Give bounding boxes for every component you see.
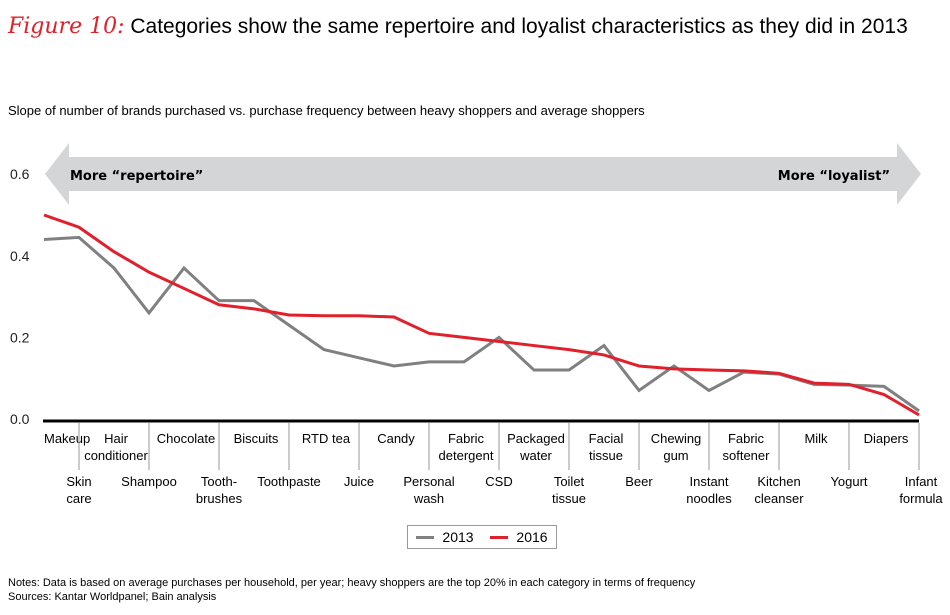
x-tick-label: Chocolate (157, 431, 216, 446)
notes-text: Notes: Data is based on average purchase… (8, 577, 696, 589)
x-tick-label: noodles (686, 491, 732, 506)
x-tick-label: Toothpaste (257, 474, 321, 489)
legend-swatch-2016 (490, 535, 509, 539)
figure-label: Figure 10: (8, 14, 125, 39)
x-tick-label: water (519, 448, 552, 463)
x-tick-label: Facial (589, 431, 624, 446)
x-tick-label: Instant (689, 474, 728, 489)
chart-title: Figure 10: Categories show the same repe… (8, 14, 908, 39)
title-text: Categories show the same repertoire and … (130, 15, 908, 38)
series-line-2016 (43, 213, 920, 417)
x-tick-label: CSD (485, 474, 512, 489)
x-tick-label: tissue (552, 491, 586, 506)
x-tick-label: softener (723, 448, 771, 463)
x-tick-label: RTD tea (302, 431, 351, 446)
footnotes: Notes: Data is based on average purchase… (8, 576, 695, 604)
x-tick-label: Packaged (507, 431, 565, 446)
legend-label-2016: 2016 (516, 529, 548, 545)
x-tick-label: cleanser (754, 491, 804, 506)
y-tick-label: 0.4 (10, 248, 30, 264)
sources-text: Sources: Kantar Worldpanel; Bain analysi… (8, 591, 217, 603)
direction-arrow (45, 143, 921, 205)
x-tick-label: Milk (804, 431, 828, 446)
y-tick-label: 0.0 (10, 411, 30, 427)
x-tick-label: Makeup (44, 431, 90, 446)
series-line-2013 (43, 235, 920, 413)
x-tick-label: Infant (905, 474, 938, 489)
x-tick-label: Diapers (864, 431, 909, 446)
legend-item-2016: 2016 (490, 529, 548, 545)
x-tick-label: formula (899, 491, 943, 506)
x-tick-label: Personal (403, 474, 454, 489)
x-tick-label: Hair (104, 431, 129, 446)
x-tick-label: Candy (377, 431, 415, 446)
x-tick-label: wash (413, 491, 444, 506)
x-tick-label: tissue (589, 448, 623, 463)
x-tick-label: gum (663, 448, 688, 463)
x-tick-label: detergent (439, 448, 494, 463)
line-chart: More “repertoire” More “loyalist” 0.0 0.2… (10, 143, 943, 506)
x-tick-label: Shampoo (121, 474, 177, 489)
legend-swatch-2013 (416, 535, 435, 539)
x-tick-label: care (66, 491, 91, 506)
x-tick-label: Beer (625, 474, 653, 489)
chart-subtitle: Slope of number of brands purchased vs. … (8, 103, 645, 118)
loyalist-label: More “loyalist” (778, 169, 890, 184)
y-tick-label: 0.2 (10, 329, 30, 345)
x-tick-label: Juice (344, 474, 374, 489)
x-tick-label: Tooth- (201, 474, 237, 489)
x-tick-label: Fabric (728, 431, 765, 446)
x-tick-label: Biscuits (234, 431, 279, 446)
x-tick-label: Skin (66, 474, 91, 489)
x-tick-label: Yogurt (830, 474, 867, 489)
x-tick-label: conditioner (84, 448, 148, 463)
x-tick-label: Fabric (448, 431, 485, 446)
x-tick-label: Chewing (651, 431, 702, 446)
legend: 2013 2016 (407, 525, 557, 549)
x-tick-label: brushes (196, 491, 243, 506)
legend-label-2013: 2013 (442, 529, 474, 545)
y-tick-label: 0.6 (10, 166, 30, 182)
repertoire-label: More “repertoire” (70, 169, 203, 184)
legend-item-2013: 2013 (416, 529, 474, 545)
x-tick-label: Kitchen (757, 474, 800, 489)
x-tick-label: Toilet (554, 474, 585, 489)
